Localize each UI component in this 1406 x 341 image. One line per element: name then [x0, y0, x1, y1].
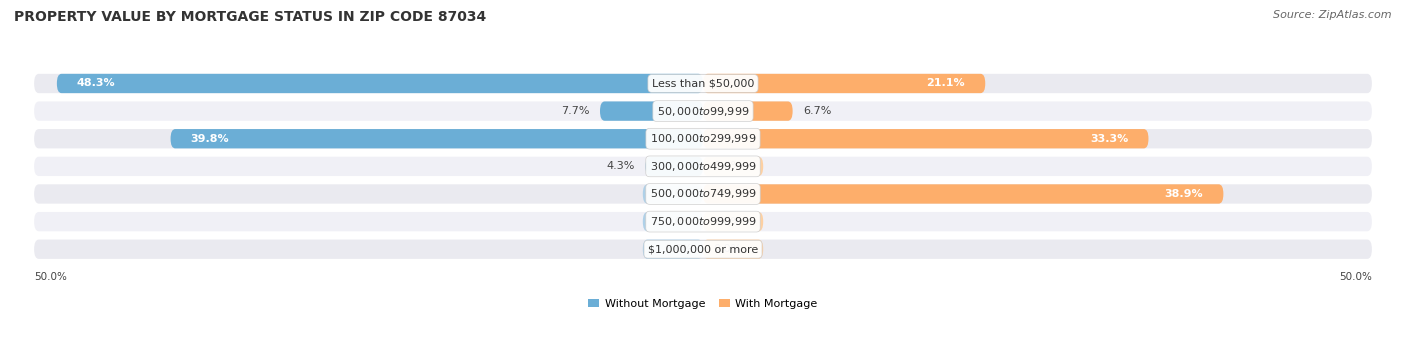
Text: $50,000 to $99,999: $50,000 to $99,999	[657, 105, 749, 118]
FancyBboxPatch shape	[170, 129, 703, 148]
FancyBboxPatch shape	[56, 74, 703, 93]
Text: 0.0%: 0.0%	[714, 217, 742, 227]
Text: 38.9%: 38.9%	[1164, 189, 1204, 199]
Text: 50.0%: 50.0%	[1339, 272, 1372, 282]
Text: 7.7%: 7.7%	[561, 106, 589, 116]
FancyBboxPatch shape	[34, 212, 1372, 231]
Legend: Without Mortgage, With Mortgage: Without Mortgage, With Mortgage	[583, 294, 823, 313]
FancyBboxPatch shape	[34, 74, 1372, 93]
FancyBboxPatch shape	[703, 101, 793, 121]
FancyBboxPatch shape	[600, 101, 703, 121]
Text: 0.0%: 0.0%	[664, 189, 692, 199]
Text: 0.0%: 0.0%	[664, 244, 692, 254]
Text: $1,000,000 or more: $1,000,000 or more	[648, 244, 758, 254]
Text: $100,000 to $299,999: $100,000 to $299,999	[650, 132, 756, 145]
Text: 48.3%: 48.3%	[77, 78, 115, 88]
FancyBboxPatch shape	[703, 212, 763, 231]
FancyBboxPatch shape	[34, 240, 1372, 259]
FancyBboxPatch shape	[34, 157, 1372, 176]
Text: PROPERTY VALUE BY MORTGAGE STATUS IN ZIP CODE 87034: PROPERTY VALUE BY MORTGAGE STATUS IN ZIP…	[14, 10, 486, 24]
FancyBboxPatch shape	[703, 129, 1149, 148]
FancyBboxPatch shape	[643, 240, 703, 259]
Text: $300,000 to $499,999: $300,000 to $499,999	[650, 160, 756, 173]
Text: Source: ZipAtlas.com: Source: ZipAtlas.com	[1274, 10, 1392, 20]
Text: 0.0%: 0.0%	[714, 161, 742, 172]
Text: 0.0%: 0.0%	[714, 244, 742, 254]
Text: Less than $50,000: Less than $50,000	[652, 78, 754, 88]
Text: 50.0%: 50.0%	[34, 272, 67, 282]
FancyBboxPatch shape	[703, 157, 763, 176]
Text: 39.8%: 39.8%	[191, 134, 229, 144]
FancyBboxPatch shape	[34, 101, 1372, 121]
Text: 21.1%: 21.1%	[927, 78, 965, 88]
Text: 33.3%: 33.3%	[1090, 134, 1129, 144]
FancyBboxPatch shape	[34, 184, 1372, 204]
Text: 0.0%: 0.0%	[664, 217, 692, 227]
FancyBboxPatch shape	[643, 184, 703, 204]
FancyBboxPatch shape	[703, 74, 986, 93]
Text: $750,000 to $999,999: $750,000 to $999,999	[650, 215, 756, 228]
Text: 4.3%: 4.3%	[606, 161, 634, 172]
FancyBboxPatch shape	[34, 129, 1372, 148]
Text: 6.7%: 6.7%	[803, 106, 832, 116]
FancyBboxPatch shape	[703, 184, 1223, 204]
Text: $500,000 to $749,999: $500,000 to $749,999	[650, 188, 756, 201]
FancyBboxPatch shape	[703, 240, 763, 259]
FancyBboxPatch shape	[645, 157, 703, 176]
FancyBboxPatch shape	[643, 212, 703, 231]
